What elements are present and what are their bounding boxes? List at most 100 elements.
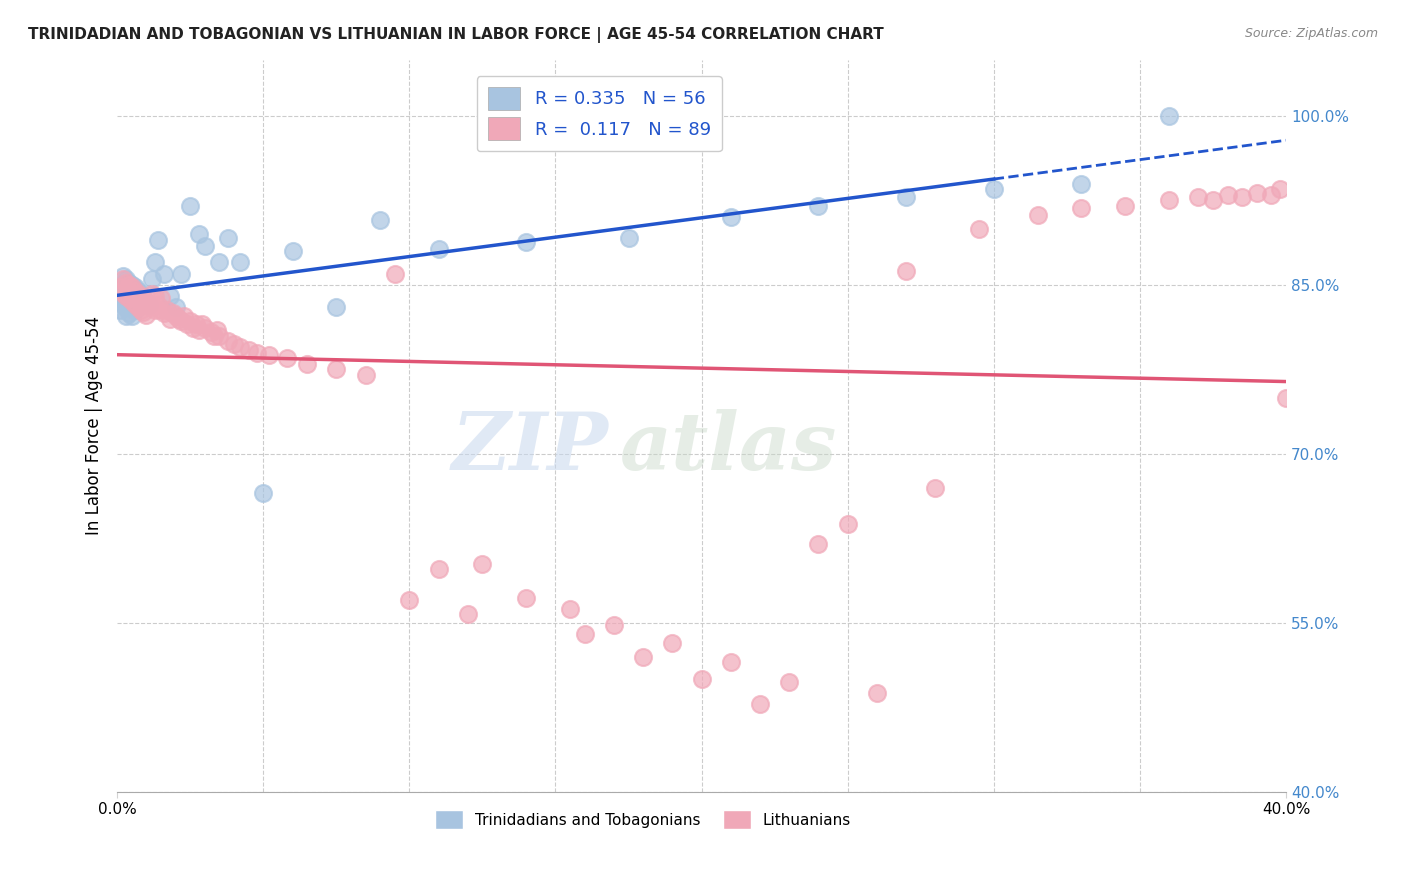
Point xyxy=(127,301,149,315)
Point xyxy=(194,320,217,334)
Point xyxy=(153,267,176,281)
Point xyxy=(720,656,742,670)
Point xyxy=(1114,199,1136,213)
Point xyxy=(127,284,149,298)
Point xyxy=(118,276,141,290)
Point xyxy=(603,618,626,632)
Point xyxy=(924,481,946,495)
Point xyxy=(115,272,138,286)
Point xyxy=(143,255,166,269)
Point xyxy=(188,227,211,242)
Text: Source: ZipAtlas.com: Source: ZipAtlas.com xyxy=(1244,27,1378,40)
Point xyxy=(115,284,138,298)
Point xyxy=(129,289,152,303)
Point xyxy=(138,298,160,312)
Point xyxy=(194,238,217,252)
Point xyxy=(129,302,152,317)
Point xyxy=(121,277,143,292)
Point xyxy=(124,280,146,294)
Point xyxy=(141,287,163,301)
Point xyxy=(778,674,800,689)
Point xyxy=(574,627,596,641)
Point xyxy=(1260,187,1282,202)
Point xyxy=(246,345,269,359)
Point xyxy=(217,230,239,244)
Point xyxy=(188,323,211,337)
Point xyxy=(135,309,157,323)
Point xyxy=(162,306,184,320)
Point xyxy=(132,292,155,306)
Point xyxy=(115,289,138,303)
Point xyxy=(112,298,135,312)
Point xyxy=(115,276,138,290)
Point xyxy=(108,280,131,294)
Point xyxy=(112,268,135,283)
Point xyxy=(124,302,146,317)
Point xyxy=(153,306,176,320)
Point xyxy=(281,244,304,259)
Point xyxy=(1157,109,1180,123)
Point xyxy=(749,697,772,711)
Point xyxy=(1070,177,1092,191)
Point xyxy=(146,233,169,247)
Point xyxy=(1026,208,1049,222)
Point xyxy=(894,264,917,278)
Point xyxy=(398,593,420,607)
Point xyxy=(150,292,173,306)
Point xyxy=(176,318,198,332)
Point xyxy=(121,280,143,294)
Point xyxy=(108,292,131,306)
Point xyxy=(208,328,231,343)
Text: atlas: atlas xyxy=(620,409,837,486)
Point xyxy=(127,294,149,309)
Point xyxy=(368,212,391,227)
Point xyxy=(217,334,239,349)
Point xyxy=(1202,194,1225,208)
Point xyxy=(138,298,160,312)
Point xyxy=(159,289,181,303)
Point xyxy=(200,325,222,339)
Text: TRINIDADIAN AND TOBAGONIAN VS LITHUANIAN IN LABOR FORCE | AGE 45-54 CORRELATION : TRINIDADIAN AND TOBAGONIAN VS LITHUANIAN… xyxy=(28,27,884,43)
Point xyxy=(143,302,166,317)
Point xyxy=(222,336,245,351)
Point xyxy=(108,302,131,317)
Point xyxy=(238,343,260,358)
Point xyxy=(457,607,479,621)
Point xyxy=(427,242,450,256)
Point xyxy=(229,340,252,354)
Point xyxy=(983,182,1005,196)
Point xyxy=(132,305,155,319)
Point xyxy=(108,280,131,294)
Point xyxy=(156,302,179,317)
Point xyxy=(257,348,280,362)
Point xyxy=(118,285,141,300)
Point xyxy=(229,255,252,269)
Point xyxy=(141,272,163,286)
Point xyxy=(515,235,537,249)
Point xyxy=(208,255,231,269)
Text: ZIP: ZIP xyxy=(451,409,607,486)
Point xyxy=(141,301,163,315)
Legend: Trinidadians and Tobagonians, Lithuanians: Trinidadians and Tobagonians, Lithuanian… xyxy=(429,804,858,836)
Point xyxy=(1246,186,1268,200)
Point xyxy=(384,267,406,281)
Point xyxy=(124,284,146,298)
Point xyxy=(807,537,830,551)
Point xyxy=(967,221,990,235)
Point xyxy=(150,302,173,317)
Point xyxy=(118,277,141,292)
Point xyxy=(1070,202,1092,216)
Point xyxy=(1216,187,1239,202)
Point xyxy=(295,357,318,371)
Point xyxy=(558,602,581,616)
Point xyxy=(165,310,187,324)
Point xyxy=(1187,190,1209,204)
Point xyxy=(179,314,201,328)
Point xyxy=(170,314,193,328)
Point xyxy=(135,294,157,309)
Point xyxy=(121,310,143,324)
Point xyxy=(170,267,193,281)
Point xyxy=(894,190,917,204)
Point xyxy=(129,287,152,301)
Point xyxy=(112,285,135,300)
